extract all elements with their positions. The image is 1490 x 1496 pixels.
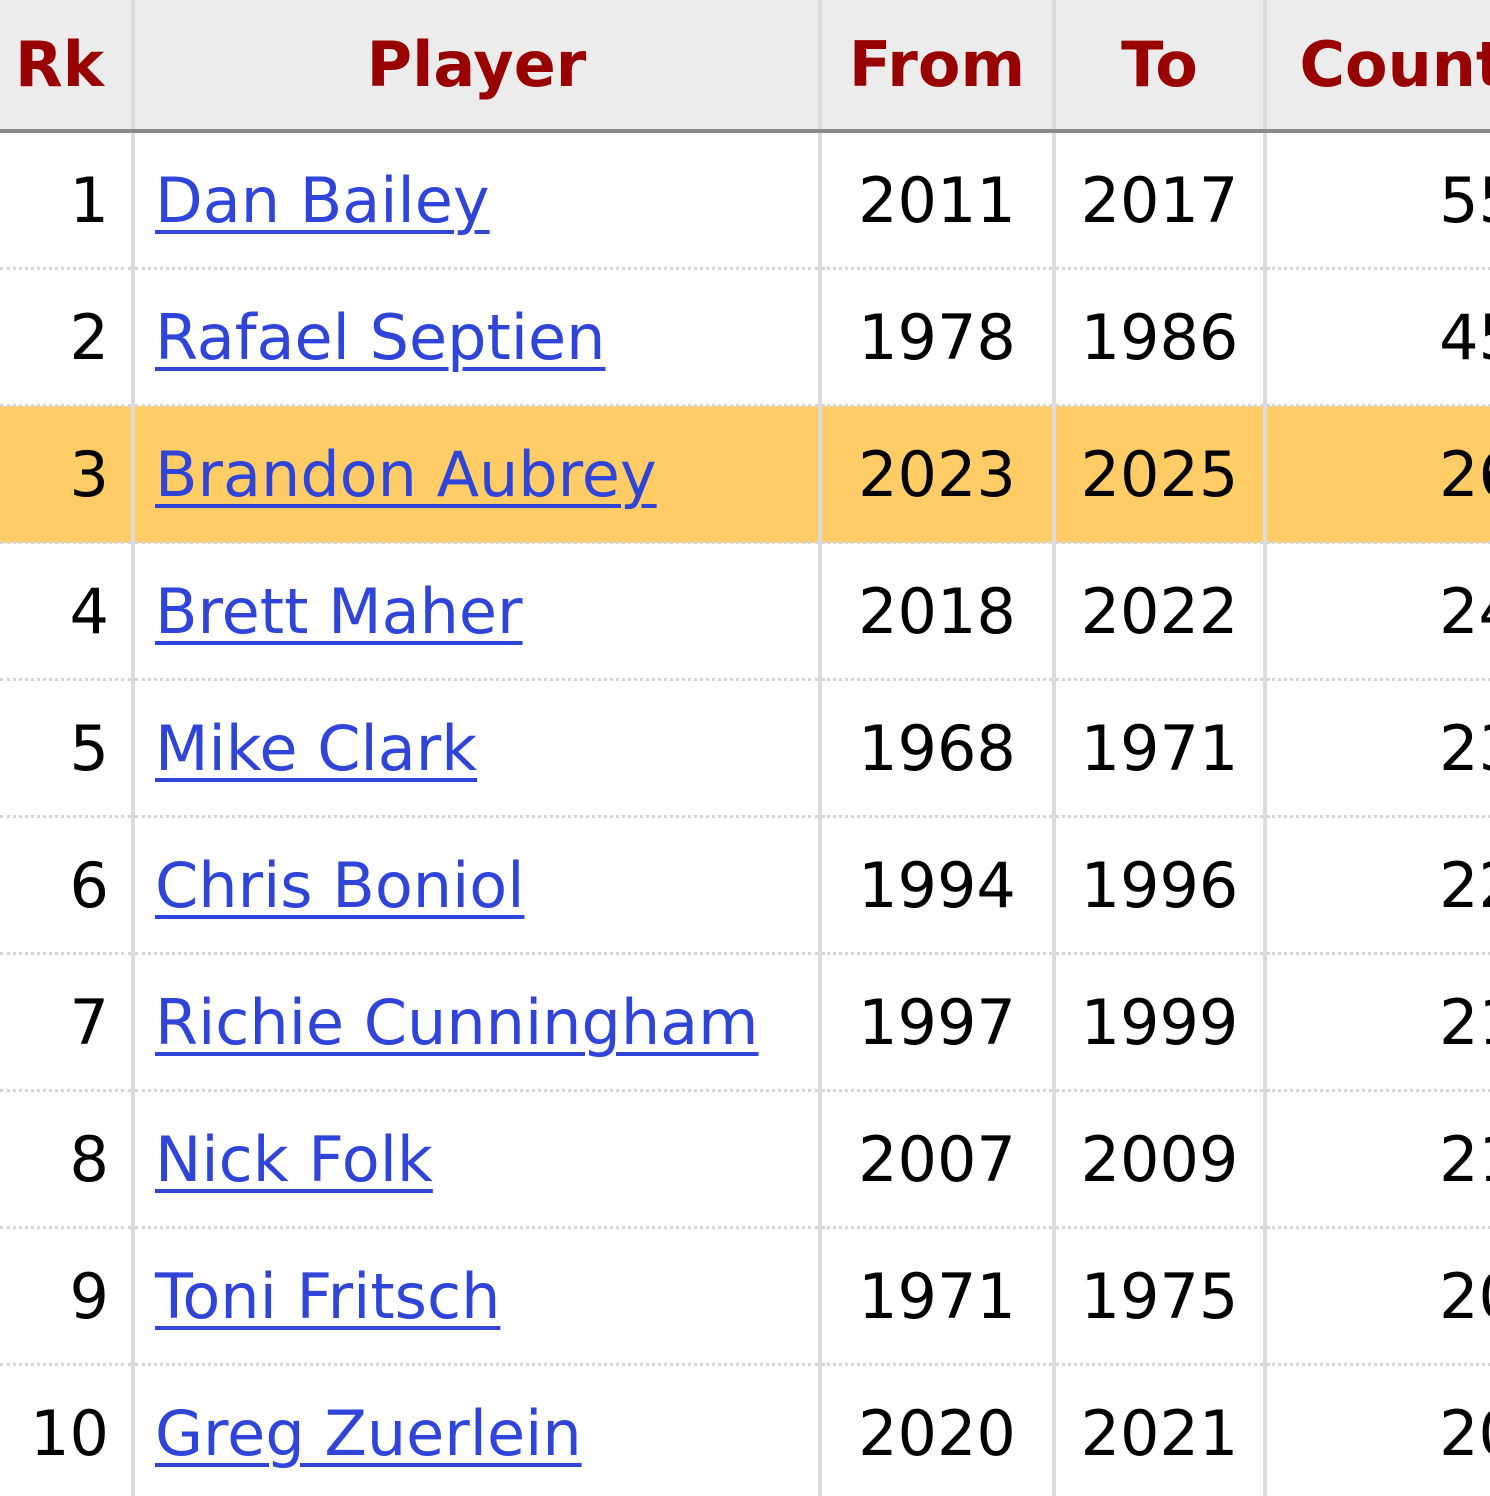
player-link[interactable]: Dan Bailey (155, 163, 490, 237)
player-cell: Toni Fritsch (133, 1227, 822, 1366)
player-link[interactable]: Brett Maher (155, 574, 523, 648)
rank-cell: 3 (0, 405, 135, 544)
table-row: 6 Chris Boniol 1994199622 (0, 816, 1490, 955)
rank-cell: 6 (0, 816, 135, 955)
player-cell: Chris Boniol (133, 816, 822, 955)
number-cell: 1994 (820, 816, 1056, 955)
number-cell: 26 (1265, 405, 1490, 544)
number-cell: 2009 (1054, 1090, 1267, 1229)
player-link[interactable]: Greg Zuerlein (155, 1396, 582, 1470)
rank-cell: 7 (0, 953, 135, 1092)
number-cell: 2017 (1054, 131, 1267, 270)
rank-cell: 8 (0, 1090, 135, 1229)
player-cell: Brandon Aubrey (133, 405, 822, 544)
number-cell: 2018 (820, 542, 1056, 681)
number-cell: 1971 (820, 1227, 1056, 1366)
player-link[interactable]: Toni Fritsch (155, 1259, 501, 1333)
number-cell: 55 (1265, 131, 1490, 270)
rank-cell: 5 (0, 679, 135, 818)
table-row: 4 Brett Maher 2018202224 (0, 542, 1490, 681)
rank-cell: 2 (0, 268, 135, 407)
player-link[interactable]: Brandon Aubrey (155, 437, 657, 511)
number-cell: 1999 (1054, 953, 1267, 1092)
player-link[interactable]: Richie Cunningham (155, 985, 759, 1059)
number-cell: 2020 (820, 1364, 1056, 1496)
table-row: 2 Rafael Septien 1978198645 (0, 268, 1490, 407)
table-row: 8 Nick Folk 2007200921 (0, 1090, 1490, 1229)
rank-cell: 1 (0, 131, 135, 270)
player-link[interactable]: Chris Boniol (155, 848, 525, 922)
table-row: 10 Greg Zuerlein 2020202120 (0, 1364, 1490, 1496)
player-cell: Nick Folk (133, 1090, 822, 1229)
header-row: Rk Player From To Count (0, 0, 1490, 133)
number-cell: 2022 (1054, 542, 1267, 681)
number-cell: 45 (1265, 268, 1490, 407)
number-cell: 21 (1265, 953, 1490, 1092)
player-cell: Dan Bailey (133, 131, 822, 270)
number-cell: 1968 (820, 679, 1056, 818)
column-header[interactable]: Player (133, 0, 822, 133)
number-cell: 1996 (1054, 816, 1267, 955)
number-cell: 2021 (1054, 1364, 1267, 1496)
player-link[interactable]: Mike Clark (155, 711, 478, 785)
column-header[interactable]: From (820, 0, 1056, 133)
number-cell: 2023 (820, 405, 1056, 544)
player-cell: Greg Zuerlein (133, 1364, 822, 1496)
table-row: 1 Dan Bailey 2011201755 (0, 131, 1490, 270)
number-cell: 24 (1265, 542, 1490, 681)
number-cell: 1997 (820, 953, 1056, 1092)
player-cell: Rafael Septien (133, 268, 822, 407)
player-cell: Richie Cunningham (133, 953, 822, 1092)
number-cell: 23 (1265, 679, 1490, 818)
number-cell: 21 (1265, 1090, 1490, 1229)
column-header[interactable]: Rk (0, 0, 135, 133)
player-link[interactable]: Nick Folk (155, 1122, 433, 1196)
number-cell: 2011 (820, 131, 1056, 270)
rank-cell: 4 (0, 542, 135, 681)
number-cell: 20 (1265, 1227, 1490, 1366)
number-cell: 22 (1265, 816, 1490, 955)
column-header[interactable]: To (1054, 0, 1267, 133)
table-body: 1 Dan Bailey 2011201755 2 Rafael Septien 1978… (0, 131, 1490, 1496)
player-cell: Brett Maher (133, 542, 822, 681)
table-row: 9 Toni Fritsch 1971197520 (0, 1227, 1490, 1366)
rank-cell: 10 (0, 1364, 135, 1496)
number-cell: 1986 (1054, 268, 1267, 407)
number-cell: 20 (1265, 1364, 1490, 1496)
table-header: Rk Player From To Count (0, 0, 1490, 133)
rank-cell: 9 (0, 1227, 135, 1366)
table-row: 7 Richie Cunningham 1997199921 (0, 953, 1490, 1092)
number-cell: 2025 (1054, 405, 1267, 544)
table-row: 5 Mike Clark 1968197123 (0, 679, 1490, 818)
number-cell: 1971 (1054, 679, 1267, 818)
column-header[interactable]: Count (1265, 0, 1490, 133)
player-link[interactable]: Rafael Septien (155, 300, 606, 374)
table-row: 3 Brandon Aubrey 2023202526 (0, 405, 1490, 544)
player-cell: Mike Clark (133, 679, 822, 818)
number-cell: 2007 (820, 1090, 1056, 1229)
number-cell: 1978 (820, 268, 1056, 407)
number-cell: 1975 (1054, 1227, 1267, 1366)
